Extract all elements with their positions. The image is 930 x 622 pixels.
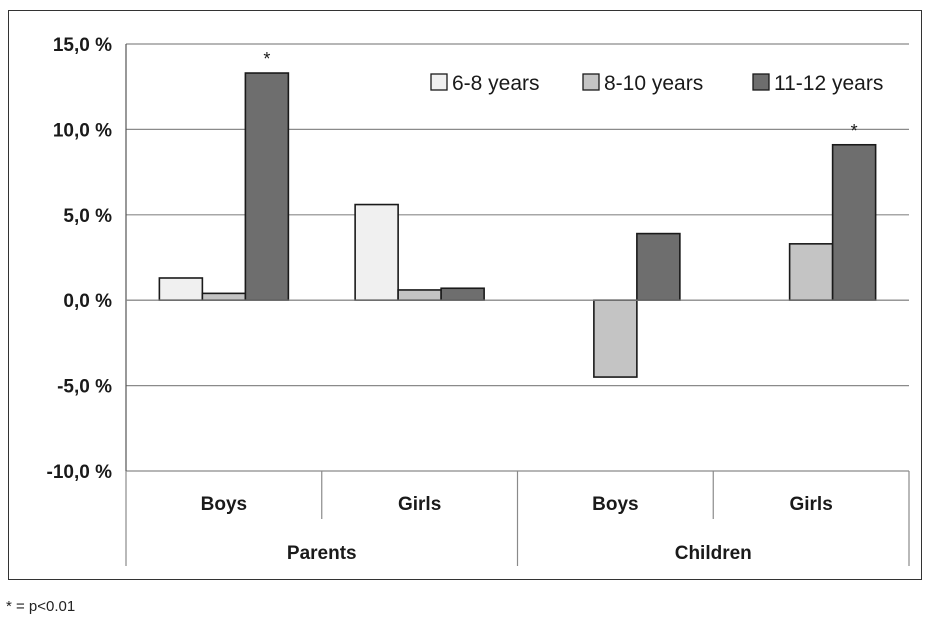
y-tick-label: 10,0 % — [53, 120, 112, 141]
chart-frame: -10,0 % -5,0 % 0,0 % 5,0 % 10,0 % 15,0 % * * Boy… — [8, 10, 922, 580]
legend-label: 8-10 years — [604, 72, 703, 95]
x-group-label: Children — [675, 543, 752, 564]
y-tick-label: -5,0 % — [57, 377, 112, 398]
bar-8-10-years-3 — [788, 243, 834, 301]
x-category-label: Girls — [398, 494, 441, 515]
legend-label: 6-8 years — [452, 72, 540, 95]
bar-6-8-years-0 — [158, 277, 204, 302]
legend-swatch — [430, 73, 448, 91]
significance-marker: * — [263, 49, 270, 69]
x-category-label: Boys — [201, 494, 247, 515]
bar-chart: -10,0 % -5,0 % 0,0 % 5,0 % 10,0 % 15,0 % * * Boy… — [47, 35, 910, 566]
bar-6-8-years-1 — [354, 203, 399, 302]
bar-8-10-years-1 — [397, 289, 442, 301]
bar-8-10-years-0 — [201, 292, 247, 302]
bar-11-12-years-1 — [440, 287, 485, 301]
bar-11-12-years-0 — [244, 72, 290, 302]
x-category-label: Girls — [789, 494, 832, 515]
footnote: * = p<0.01 — [6, 598, 76, 615]
bar-11-12-years-2 — [636, 232, 681, 301]
bar-11-12-years-3 — [831, 143, 877, 301]
x-group-label: Parents — [287, 543, 357, 564]
y-tick-label: 0,0 % — [63, 291, 112, 312]
y-tick-label: -10,0 % — [47, 462, 113, 483]
legend-swatch — [582, 73, 600, 91]
significance-marker: * — [851, 121, 858, 141]
y-tick-label: 15,0 % — [53, 35, 112, 56]
bar-8-10-years-2 — [593, 299, 638, 378]
legend-swatch — [752, 73, 770, 91]
x-category-label: Boys — [592, 494, 638, 515]
y-tick-label: 5,0 % — [63, 206, 112, 227]
legend-label: 11-12 years — [774, 72, 883, 95]
